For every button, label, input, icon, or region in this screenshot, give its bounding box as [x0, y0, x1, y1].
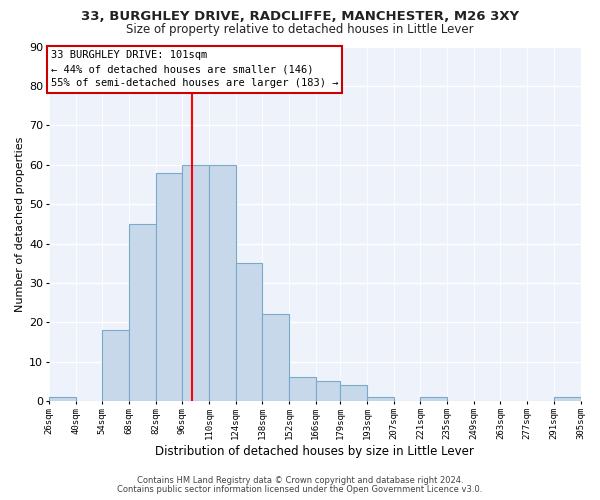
Text: Size of property relative to detached houses in Little Lever: Size of property relative to detached ho… — [126, 22, 474, 36]
Bar — [209, 164, 236, 401]
Bar — [340, 386, 367, 401]
Text: Contains HM Land Registry data © Crown copyright and database right 2024.: Contains HM Land Registry data © Crown c… — [137, 476, 463, 485]
Bar — [129, 224, 155, 401]
Text: 33 BURGHLEY DRIVE: 101sqm
← 44% of detached houses are smaller (146)
55% of semi: 33 BURGHLEY DRIVE: 101sqm ← 44% of detac… — [51, 50, 338, 88]
Bar — [554, 397, 581, 401]
Bar — [316, 382, 340, 401]
Bar — [421, 397, 447, 401]
Bar — [155, 172, 182, 401]
Y-axis label: Number of detached properties: Number of detached properties — [15, 136, 25, 312]
Bar — [236, 263, 262, 401]
Bar — [262, 314, 289, 401]
Text: Contains public sector information licensed under the Open Government Licence v3: Contains public sector information licen… — [118, 485, 482, 494]
Bar — [49, 397, 76, 401]
Bar — [102, 330, 129, 401]
Bar — [182, 164, 209, 401]
Text: 33, BURGHLEY DRIVE, RADCLIFFE, MANCHESTER, M26 3XY: 33, BURGHLEY DRIVE, RADCLIFFE, MANCHESTE… — [81, 10, 519, 23]
Bar — [367, 397, 394, 401]
X-axis label: Distribution of detached houses by size in Little Lever: Distribution of detached houses by size … — [155, 444, 474, 458]
Bar — [289, 378, 316, 401]
